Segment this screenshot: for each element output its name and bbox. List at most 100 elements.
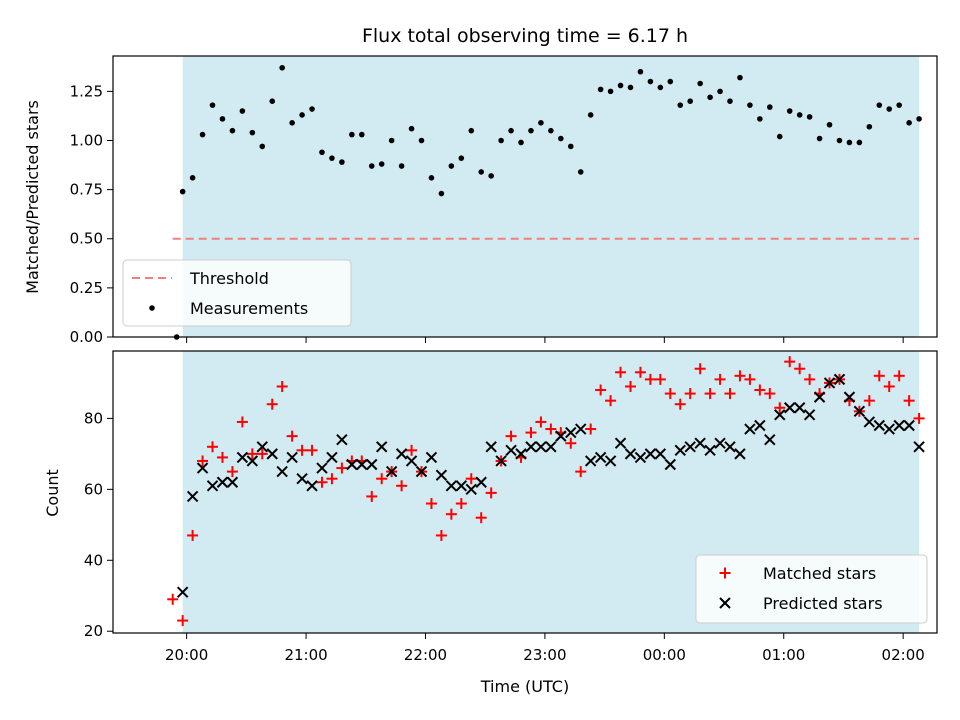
- ratio-data-point: [418, 137, 425, 144]
- count-data-point-stroke: [674, 444, 686, 457]
- ratio-data-point: [747, 102, 753, 108]
- count-data-point: [704, 388, 716, 400]
- ratio-data-point: [289, 120, 295, 126]
- count-data-point: [306, 480, 318, 492]
- count-data-point: [704, 444, 716, 457]
- count-data-point: [375, 441, 388, 453]
- count-data-point-stroke: [256, 441, 268, 453]
- count-data-point: [793, 402, 806, 414]
- count-data-point: [177, 615, 189, 627]
- count-data-point-stroke: [833, 373, 846, 386]
- count-data-point: [624, 380, 636, 392]
- count-data-point-stroke: [883, 423, 895, 435]
- count-data-point-stroke: [186, 490, 199, 503]
- count-data-point: [167, 593, 179, 605]
- count-data-point-stroke: [286, 451, 298, 464]
- count-data-point: [654, 448, 667, 460]
- ratio-data-point: [368, 163, 375, 169]
- count-x-tick-label: 23:00: [523, 646, 566, 664]
- count-data-point: [216, 476, 229, 488]
- ratio-series-measurements: [173, 64, 922, 340]
- count-data-point: [475, 476, 487, 488]
- count-data-point: [584, 455, 597, 467]
- count-data-point-stroke: [266, 448, 278, 460]
- count-data-point-stroke: [306, 480, 318, 492]
- count-data-point: [176, 586, 189, 598]
- ratio-data-point: [836, 137, 843, 144]
- count-data-point: [525, 427, 537, 439]
- ratio-y-tick-label: 1.00: [70, 131, 103, 149]
- ratio-y-tick-label: 0.50: [70, 230, 103, 248]
- ratio-data-point: [438, 190, 445, 197]
- count-data-point-stroke: [764, 433, 776, 446]
- count-data-point: [525, 441, 537, 453]
- count-data-point-stroke: [634, 451, 647, 464]
- count-data-point: [724, 441, 736, 453]
- count-data-point: [644, 373, 656, 385]
- count-legend-marker-swatch-stroke: [719, 597, 731, 609]
- count-x-tick-label: 21:00: [284, 646, 327, 664]
- count-series-predicted-stars: [176, 373, 925, 598]
- ratio-data-point: [259, 143, 266, 150]
- count-data-point: [505, 430, 517, 442]
- ratio-data-point: [508, 127, 514, 134]
- count-data-point: [734, 370, 746, 382]
- count-data-point: [385, 465, 398, 478]
- count-data-point: [326, 451, 338, 464]
- ratio-data-point: [826, 121, 833, 128]
- count-data-point: [366, 458, 378, 471]
- count-data-point-stroke: [465, 483, 477, 496]
- count-data-point: [236, 451, 249, 464]
- count-data-point: [883, 423, 895, 435]
- ratio-data-point: [776, 133, 783, 140]
- ratio-data-point: [597, 86, 604, 93]
- count-data-point: [784, 402, 796, 414]
- time-axis-label: Time (UTC): [480, 677, 569, 696]
- count-data-point: [724, 388, 736, 400]
- count-data-point: [207, 441, 219, 453]
- ratio-legend-marker-swatch: [149, 305, 155, 311]
- count-data-point: [465, 483, 477, 496]
- count-data-point: [594, 451, 607, 464]
- count-data-point: [744, 423, 756, 435]
- count-legend-item: Predicted stars: [719, 594, 883, 613]
- count-data-point-stroke: [793, 402, 806, 414]
- count-data-point: [794, 363, 806, 375]
- count-data-point: [296, 472, 308, 485]
- ratio-data-point: [806, 114, 813, 120]
- count-data-point: [674, 444, 686, 457]
- count-data-point-stroke: [803, 409, 816, 421]
- count-data-point: [883, 380, 895, 392]
- ratio-data-point: [617, 82, 624, 89]
- ratio-data-point: [199, 131, 206, 138]
- count-data-point-stroke: [455, 480, 468, 492]
- count-legend-marker-swatch: [719, 597, 731, 609]
- count-data-point-stroke: [216, 476, 229, 488]
- count-data-point: [435, 469, 448, 481]
- count-data-point: [615, 366, 627, 378]
- count-data-point: [286, 430, 298, 442]
- ratio-data-point: [339, 159, 345, 165]
- count-y-tick-label: 60: [84, 480, 103, 498]
- ratio-data-point: [279, 64, 285, 71]
- count-data-point: [366, 490, 378, 502]
- count-data-point: [226, 476, 239, 488]
- count-data-point-stroke: [535, 441, 547, 453]
- count-data-point-stroke: [813, 391, 826, 403]
- count-data-point-stroke: [784, 402, 796, 414]
- count-y-tick-label: 20: [84, 622, 103, 640]
- count-data-point-stroke: [714, 437, 726, 449]
- count-data-point: [266, 398, 278, 410]
- count-data-point-stroke: [316, 462, 328, 474]
- count-data-point: [475, 512, 487, 524]
- count-data-point: [754, 419, 766, 432]
- ratio-data-point: [657, 84, 664, 91]
- count-data-point-stroke: [395, 448, 408, 460]
- count-data-point-stroke: [555, 430, 567, 442]
- count-data-point-stroke: [196, 462, 209, 474]
- count-data-point: [236, 416, 248, 428]
- count-data-point-stroke: [356, 458, 368, 471]
- count-data-point: [893, 370, 905, 382]
- count-data-point: [664, 458, 677, 471]
- ratio-data-point: [896, 102, 902, 108]
